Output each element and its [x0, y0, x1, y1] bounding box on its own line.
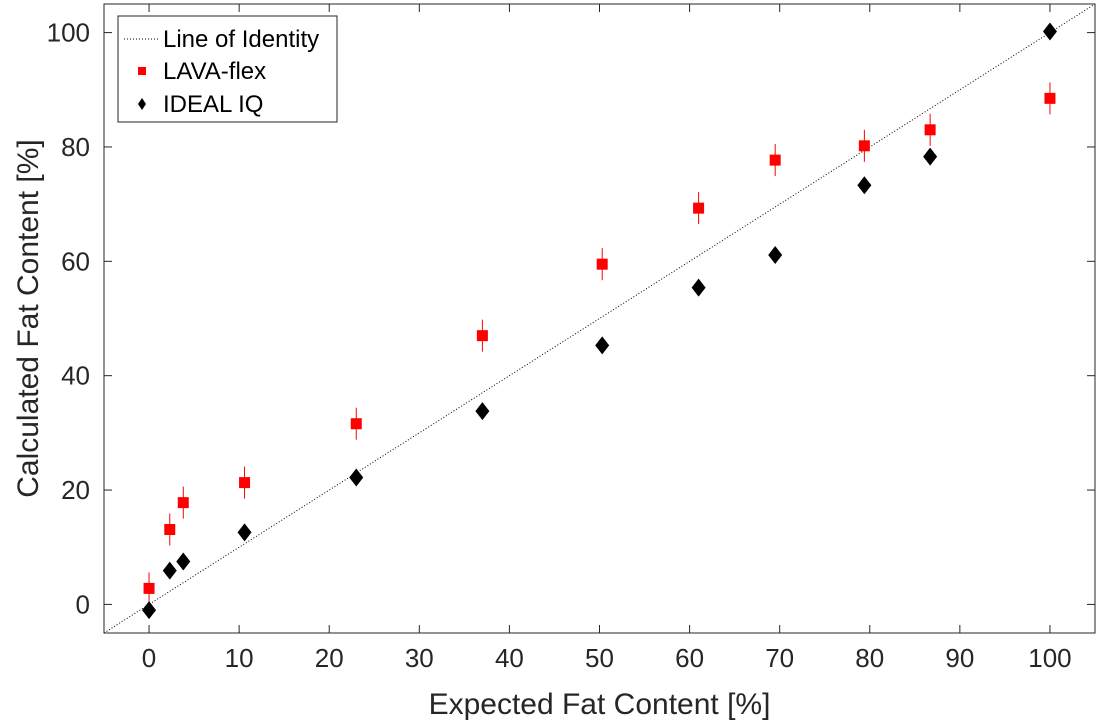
y-tick-label: 20 — [61, 475, 90, 505]
data-point — [1044, 92, 1056, 104]
y-tick-label: 60 — [61, 246, 90, 276]
data-point — [769, 154, 781, 166]
x-tick-label: 90 — [945, 643, 974, 673]
data-point — [239, 477, 251, 489]
x-tick-label: 0 — [142, 643, 156, 673]
data-point — [142, 601, 157, 620]
x-tick-label: 50 — [585, 643, 614, 673]
data-point — [596, 258, 608, 270]
y-tick-labels: 0 20 40 60 80 100 — [47, 18, 90, 620]
data-point — [176, 552, 191, 571]
data-point — [164, 524, 176, 536]
legend-ideal-iq-marker — [138, 98, 146, 110]
data-point — [595, 336, 610, 355]
legend-ideal-iq-label: IDEAL IQ — [163, 91, 263, 118]
x-axis-label: Expected Fat Content [%] — [429, 688, 771, 721]
legend-identity-label: Line of Identity — [163, 26, 319, 53]
x-tick-label: 80 — [855, 643, 884, 673]
data-point — [924, 124, 936, 136]
data-point — [350, 418, 362, 430]
data-point — [475, 402, 490, 421]
data-point — [177, 497, 189, 509]
data-point — [162, 561, 177, 580]
legend-box — [117, 15, 338, 123]
y-tick-label: 80 — [61, 132, 90, 162]
legend-lava-flex-marker — [138, 67, 146, 75]
data-point — [693, 202, 705, 214]
data-point — [858, 140, 870, 152]
data-point — [349, 468, 364, 487]
data-point — [237, 523, 252, 542]
x-tick-labels: 0 10 20 30 40 50 60 70 80 90 100 — [142, 643, 1072, 673]
x-tick-label: 60 — [675, 643, 704, 673]
series-lava-flex — [143, 82, 1056, 605]
data-point — [691, 278, 706, 297]
legend: Line of Identity LAVA-flex IDEAL IQ — [117, 15, 338, 123]
x-tick-label: 100 — [1028, 643, 1071, 673]
data-point — [857, 176, 872, 195]
series-ideal-iq — [142, 22, 1057, 620]
y-tick-label: 40 — [61, 361, 90, 391]
data-point — [768, 246, 783, 265]
x-tick-label: 20 — [315, 643, 344, 673]
legend-lava-flex-label: LAVA-flex — [163, 58, 266, 85]
identity-line — [103, 3, 1096, 634]
x-tick-label: 70 — [765, 643, 794, 673]
data-point — [476, 330, 488, 342]
axis-ticks — [104, 4, 1095, 633]
x-tick-label: 10 — [225, 643, 254, 673]
data-point — [143, 582, 155, 594]
y-tick-label: 0 — [76, 589, 90, 619]
x-tick-label: 40 — [495, 643, 524, 673]
data-point — [1042, 22, 1057, 41]
data-point — [923, 147, 938, 166]
y-tick-label: 100 — [47, 18, 90, 48]
y-axis-label: Calculated Fat Content [%] — [12, 139, 45, 498]
x-tick-label: 30 — [405, 643, 434, 673]
